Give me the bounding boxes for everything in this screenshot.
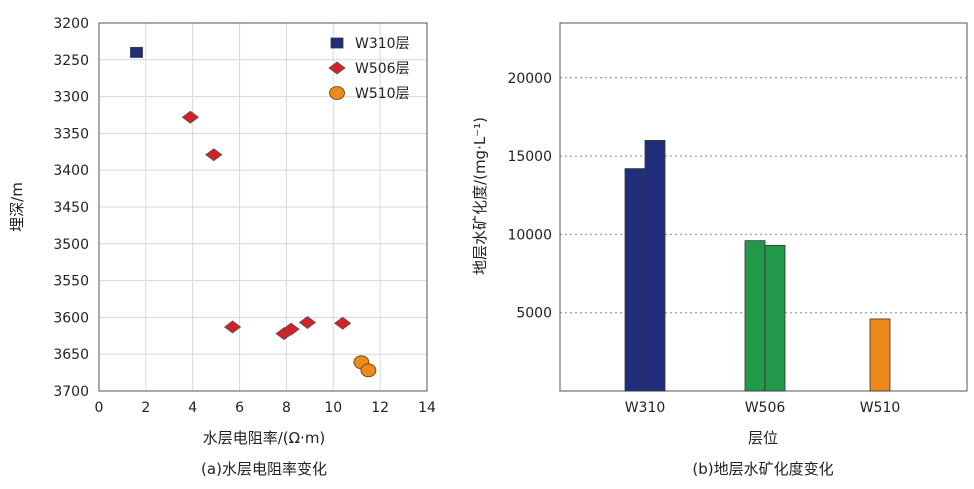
data-point <box>223 320 242 334</box>
scatter-y-tick-label: 3200 <box>53 16 89 32</box>
scatter-x-ticks: 0 2 4 6 8 10 12 14 <box>95 400 436 416</box>
bar-x-axis-label: 层位 <box>748 429 778 447</box>
scatter-y-tick-label: 3350 <box>53 126 89 142</box>
data-point <box>181 110 200 124</box>
bar-y-tick-label: 15000 <box>507 149 552 165</box>
scatter-points <box>130 47 377 378</box>
legend-label: W506层 <box>355 61 410 77</box>
scatter-y-tick-label: 3450 <box>53 200 89 216</box>
scatter-y-ticks: 3200 3250 3300 3350 3400 3450 3500 3550 3600 3650… <box>53 16 89 400</box>
scatter-x-tick-label: 12 <box>371 400 389 416</box>
scatter-y-tick-label: 3500 <box>53 237 89 253</box>
scatter-caption: (a)水层电阻率变化 <box>201 460 327 478</box>
data-point <box>360 363 377 378</box>
scatter-legend: W310层 W506层 W510层 <box>328 36 410 102</box>
scatter-y-tick-label: 3300 <box>53 90 89 106</box>
bar <box>764 244 786 392</box>
legend-marker <box>329 86 345 100</box>
scatter-y-tick-label: 3700 <box>53 384 89 400</box>
legend-label: W510层 <box>355 86 410 102</box>
scatter-y-tick-label: 3400 <box>53 163 89 179</box>
scatter-x-tick-label: 10 <box>324 400 342 416</box>
scatter-grid <box>99 23 427 391</box>
scatter-plot-frame <box>98 22 428 392</box>
legend-marker <box>328 61 346 75</box>
scatter-y-tick-label: 3650 <box>53 347 89 363</box>
bar-y-ticks: 5000 10000 15000 20000 <box>507 71 552 322</box>
bar <box>869 318 891 392</box>
bar-x-tick-label: W510 <box>860 400 901 416</box>
data-point <box>298 316 317 330</box>
data-point <box>205 148 223 162</box>
bar-x-ticks: W310 W506 W510 <box>625 400 901 416</box>
bar <box>744 240 766 392</box>
scatter-x-tick-label: 2 <box>141 400 150 416</box>
bar-x-tick-label: W310 <box>625 400 666 416</box>
bar <box>644 140 666 392</box>
scatter-x-tick-label: 14 <box>418 400 436 416</box>
legend-label: W310层 <box>355 36 410 52</box>
bar-x-tick-label: W506 <box>745 400 786 416</box>
bar-y-tick-label: 5000 <box>516 306 552 322</box>
bar-marks <box>624 140 891 392</box>
data-point <box>130 47 143 58</box>
bar-y-tick-label: 20000 <box>507 71 552 87</box>
data-point <box>333 316 352 330</box>
bar-chart: 5000 10000 15000 20000 W310 W506 W510 层位 地层水矿… <box>471 22 968 478</box>
legend-marker <box>330 37 344 49</box>
bar-caption: (b)地层水矿化度变化 <box>692 460 833 478</box>
bar-y-axis-label: 地层水矿化度/(mg·L⁻¹) <box>471 117 489 275</box>
data-point <box>282 322 300 336</box>
scatter-x-tick-label: 6 <box>235 400 244 416</box>
bar-y-tick-label: 10000 <box>507 227 552 243</box>
scatter-y-tick-label: 3250 <box>53 53 89 69</box>
bar <box>624 168 646 392</box>
scatter-y-axis-label: 埋深/m <box>8 182 26 232</box>
scatter-x-tick-label: 4 <box>188 400 197 416</box>
scatter-y-tick-label: 3600 <box>53 310 89 326</box>
scatter-y-tick-label: 3550 <box>53 274 89 290</box>
scatter-chart: 3200 3250 3300 3350 3400 3450 3500 3550 3600 3650… <box>8 16 436 478</box>
scatter-x-tick-label: 0 <box>95 400 104 416</box>
scatter-x-tick-label: 8 <box>282 400 291 416</box>
scatter-x-axis-label: 水层电阻率/(Ω·m) <box>203 429 326 447</box>
